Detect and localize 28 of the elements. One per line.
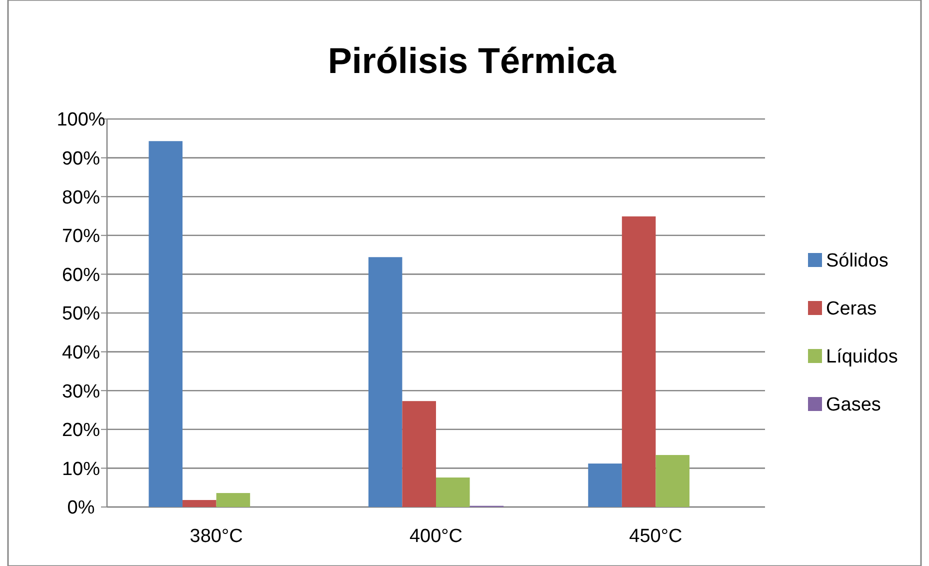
bar (216, 493, 250, 507)
bar (402, 401, 436, 507)
bar (148, 141, 183, 507)
bar (436, 478, 470, 507)
x-tick-label: 450°C (629, 526, 682, 547)
y-tick-label: 70% (62, 226, 100, 248)
legend-label: Ceras (826, 298, 877, 320)
bar (182, 500, 216, 507)
bar (588, 464, 622, 507)
x-tick-label: 400°C (409, 526, 463, 547)
y-tick-label: 100% (56, 110, 106, 131)
y-tick-label: 40% (62, 342, 100, 364)
legend-label: Sólidos (826, 250, 888, 272)
y-tick-label: 0% (67, 498, 95, 519)
y-tick-label: 60% (62, 264, 100, 286)
bar (656, 455, 690, 507)
y-tick-label: 50% (62, 304, 100, 325)
y-tick-label: 80% (62, 187, 100, 208)
bar (622, 216, 656, 507)
y-tick-label: 10% (62, 458, 100, 480)
y-tick-label: 20% (62, 420, 100, 442)
chart-title: Pirólisis Térmica (328, 40, 618, 81)
y-tick-label: 90% (62, 148, 100, 170)
bar (368, 257, 402, 507)
x-tick-label: 380°C (190, 526, 243, 547)
y-tick-label: 30% (62, 381, 100, 402)
legend-label: Gases (826, 394, 881, 416)
legend-label: Líquidos (826, 346, 898, 368)
